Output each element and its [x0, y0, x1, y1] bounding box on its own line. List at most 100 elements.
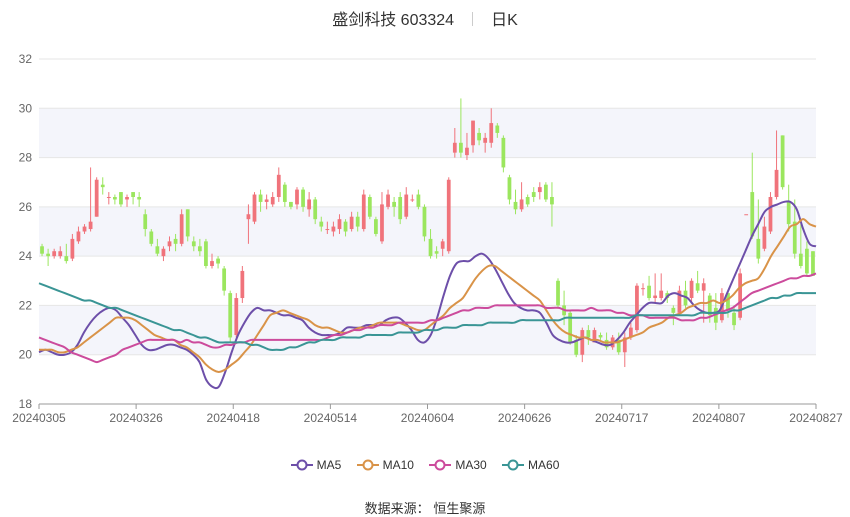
plot-band [39, 206, 816, 257]
candle-body [459, 142, 463, 153]
candle-body [738, 273, 743, 318]
candle-body [82, 226, 87, 232]
candle-body [683, 290, 688, 306]
candle-body [422, 206, 427, 237]
data-source-label: 数据来源： [364, 501, 430, 516]
candle-body [677, 290, 682, 313]
legend-label-ma10: MA10 [382, 458, 414, 472]
candle-body [568, 312, 573, 343]
candle-body [780, 135, 785, 188]
candle-body [701, 283, 706, 291]
legend-label-ma60: MA60 [528, 458, 560, 472]
legend-marker-ma10 [356, 459, 379, 471]
candle-body [811, 251, 815, 276]
candle-body [556, 280, 560, 306]
candle-body [374, 219, 378, 234]
candle-body [210, 261, 214, 266]
candle-body [598, 335, 603, 338]
legend[interactable]: MA5 MA10 MA30 MA60 [0, 458, 850, 472]
candle-body [343, 221, 348, 232]
candle-body [112, 197, 117, 200]
candle-body [689, 280, 694, 299]
x-tick-label: 20240717 [595, 411, 649, 425]
candle-body [434, 251, 439, 254]
candle-body [222, 268, 227, 291]
title-separator [472, 12, 474, 26]
chart-title: 盛剑科技 603324 日K [0, 6, 850, 30]
candle-body [762, 226, 767, 249]
candle-body [592, 330, 597, 343]
candle-body [671, 307, 676, 313]
candle-body [410, 199, 415, 201]
candle-body [319, 221, 324, 227]
candle-body [416, 194, 421, 207]
candle-body [94, 179, 99, 217]
candle-body [307, 199, 312, 210]
candle-body [313, 199, 318, 220]
candle-body [543, 184, 548, 200]
candle-body [446, 179, 451, 252]
candle-body [768, 197, 773, 232]
legend-label-ma5: MA5 [316, 458, 342, 472]
plot-band [39, 108, 816, 158]
candle-body [295, 189, 299, 205]
candle-body [155, 246, 160, 254]
candle-body [471, 120, 475, 146]
y-tick-label: 30 [19, 101, 33, 115]
legend-item-ma30[interactable]: MA30 [429, 458, 487, 472]
legend-marker-ma60 [502, 459, 525, 471]
candle-body [750, 192, 755, 237]
y-tick-label: 28 [19, 151, 33, 165]
candle-body [622, 337, 627, 353]
candle-body [635, 285, 639, 331]
candle-body [525, 197, 530, 205]
x-tick-label: 20240326 [109, 411, 163, 425]
candle-body [392, 201, 396, 207]
candle-body [465, 147, 469, 156]
candle-body [258, 194, 263, 202]
candle-body [76, 231, 81, 242]
candle-body [798, 253, 803, 266]
candle-body [659, 290, 664, 299]
candle-body [580, 330, 585, 355]
x-tick-label: 20240305 [12, 411, 66, 425]
candle-body [489, 123, 494, 143]
candle-body [331, 226, 336, 232]
candle-body [252, 194, 257, 222]
y-tick-label: 26 [19, 200, 33, 214]
candle-body [537, 187, 542, 193]
legend-item-ma10[interactable]: MA10 [356, 458, 414, 472]
candle-body [234, 298, 239, 335]
x-tick-label: 20240418 [207, 411, 261, 425]
candle-body [100, 184, 105, 188]
ma-line-ma30 [38, 272, 817, 364]
candle-body [228, 293, 233, 338]
x-tick-label: 20240827 [789, 411, 843, 425]
candle-body [647, 285, 651, 299]
candle-body [495, 125, 500, 133]
candle-body [161, 248, 166, 257]
candle-body [246, 214, 251, 220]
candle-body [191, 241, 196, 247]
candle-body [282, 184, 287, 202]
candle-body [726, 293, 730, 311]
legend-item-ma5[interactable]: MA5 [290, 458, 342, 472]
candle-body [786, 201, 791, 225]
candle-body [452, 142, 457, 153]
candle-body [483, 137, 488, 143]
candle-body [805, 248, 809, 274]
candle-body [137, 197, 142, 200]
candle-body [641, 288, 645, 290]
candle-body [143, 214, 148, 230]
legend-item-ma60[interactable]: MA60 [502, 458, 559, 472]
candle-body [337, 219, 342, 230]
candle-body [204, 241, 208, 266]
candle-body [428, 238, 433, 257]
candle-body [349, 216, 354, 230]
candle-body [586, 330, 591, 338]
candle-body [125, 197, 129, 200]
candle-body [240, 270, 245, 299]
candle-body [732, 312, 736, 326]
ma-line-ma60 [38, 282, 816, 351]
candle-body [501, 137, 506, 168]
